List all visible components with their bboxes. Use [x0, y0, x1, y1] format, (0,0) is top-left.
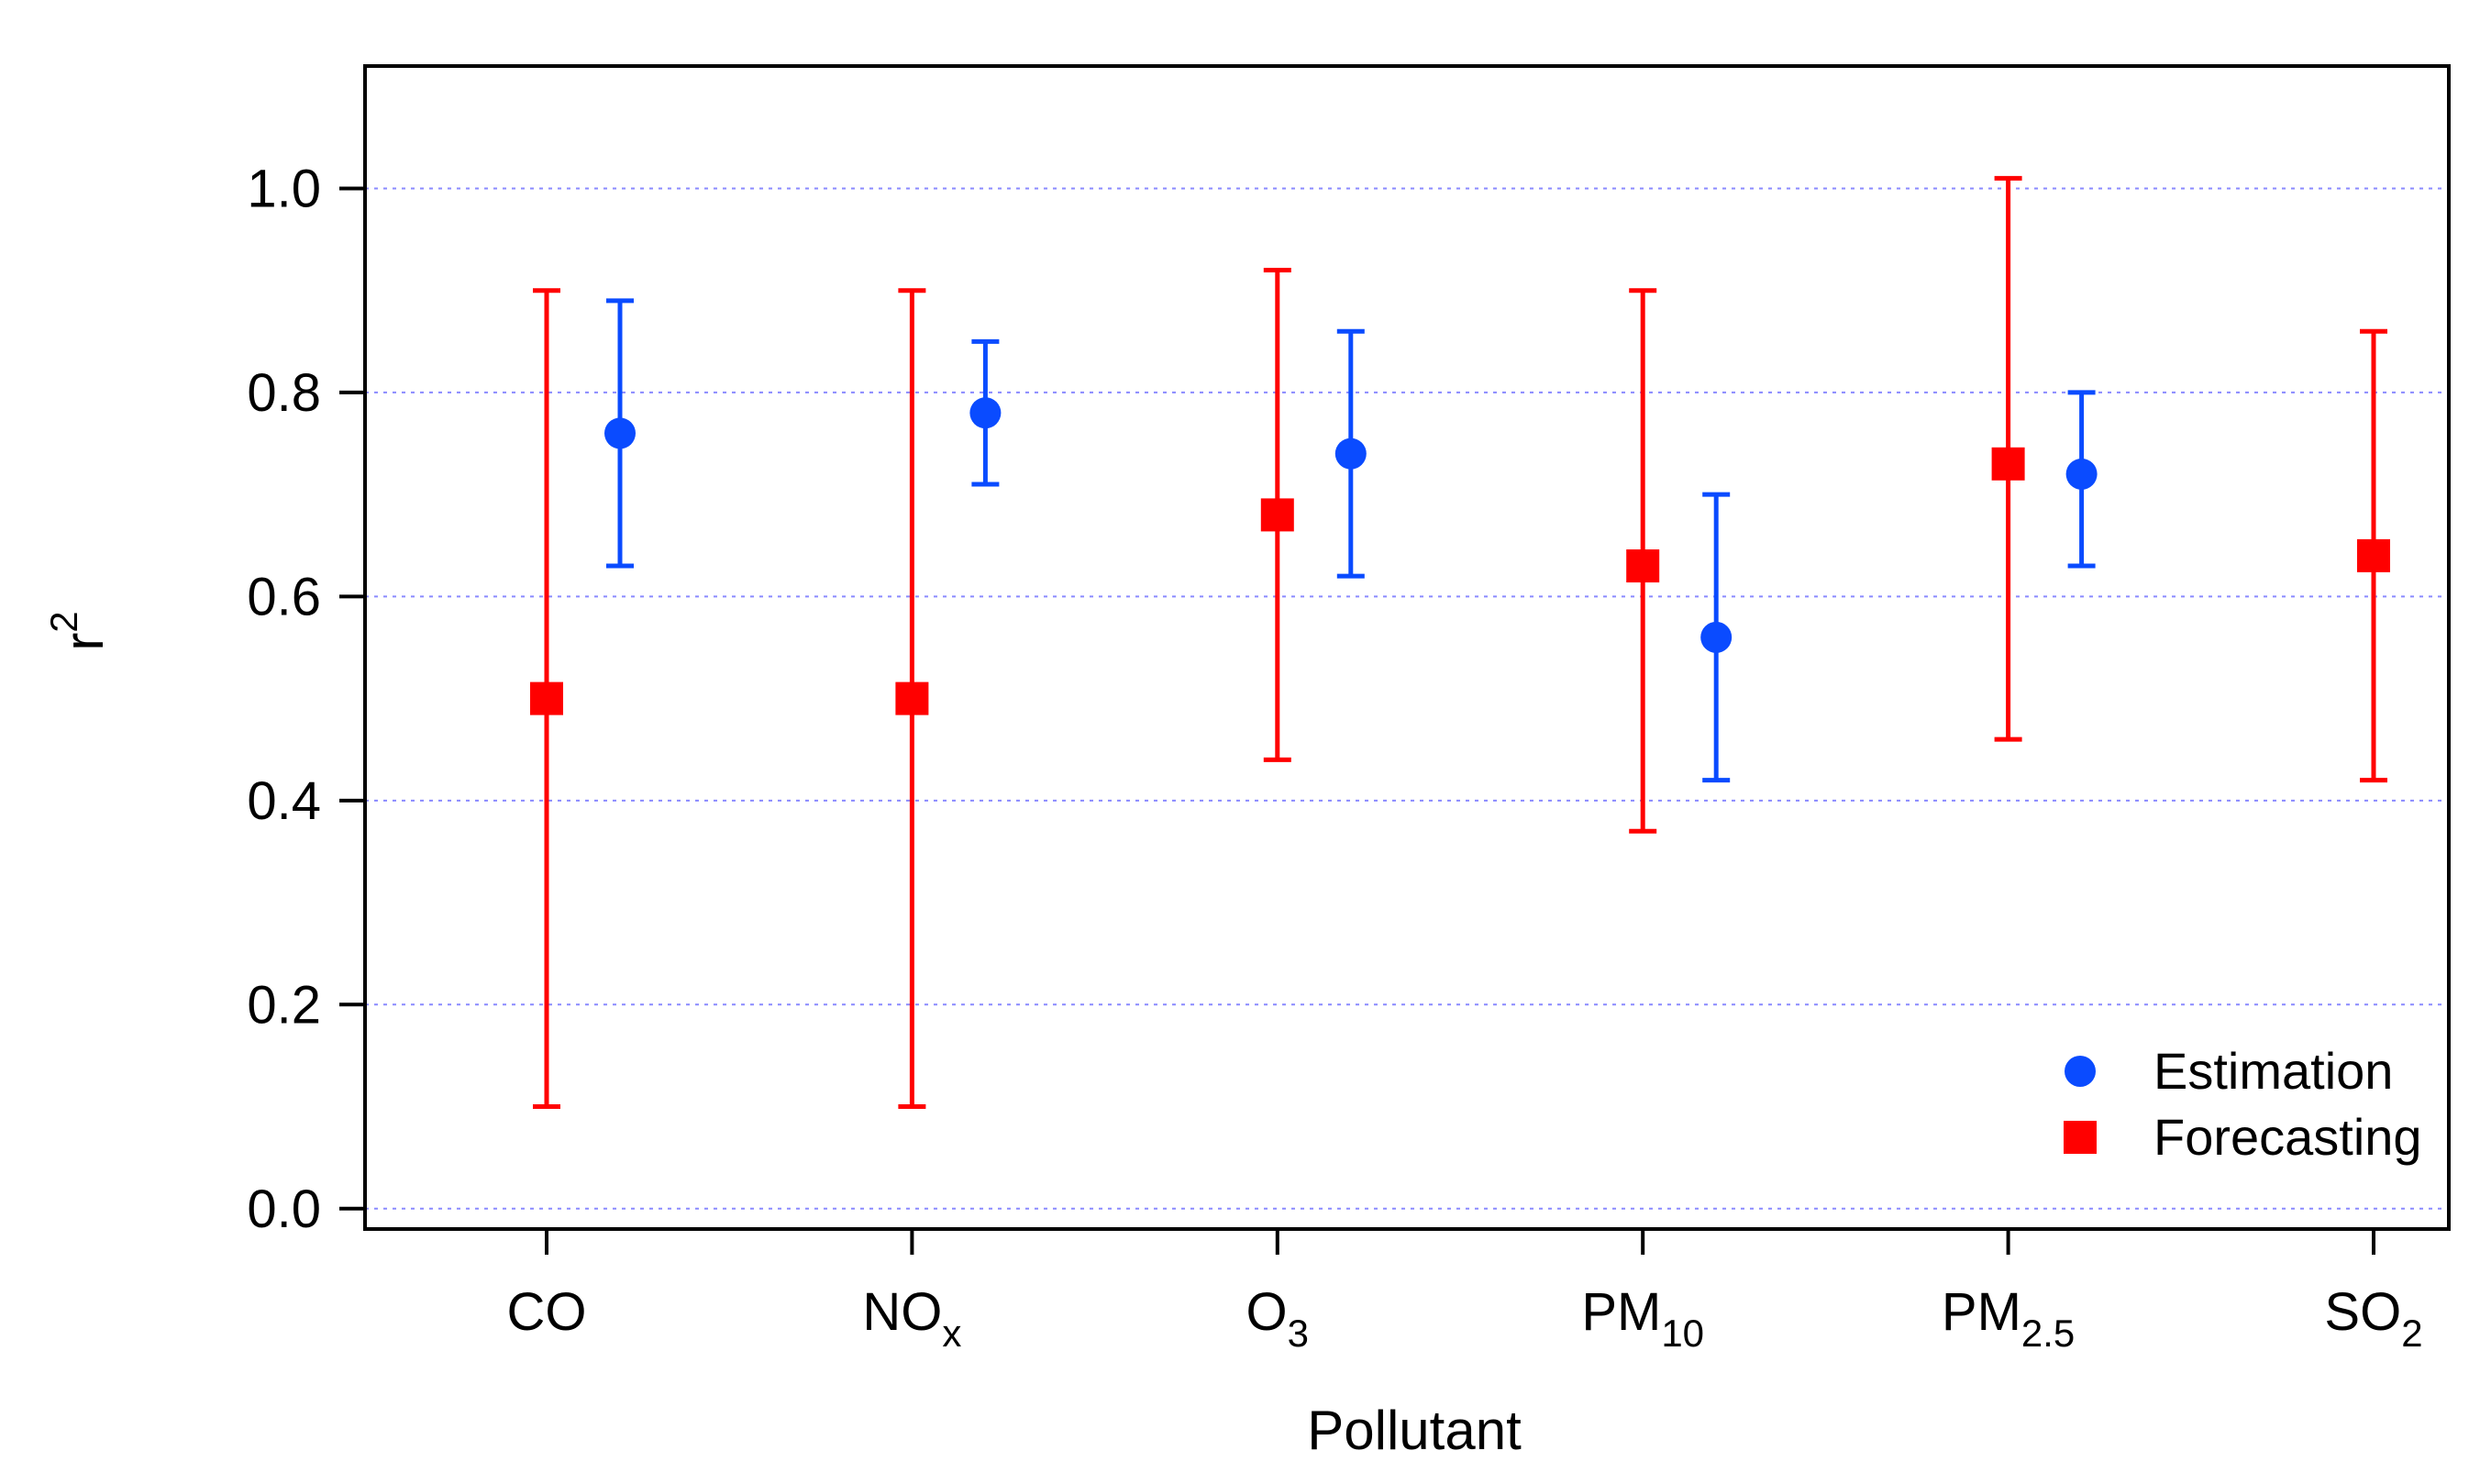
y-axis-title-base: r [53, 633, 115, 651]
data-point [530, 681, 563, 715]
y-tick-label: 0.6 [247, 567, 321, 626]
x-tick-label-base: PM [1942, 1282, 2021, 1342]
data-point [1700, 621, 1733, 653]
y-tick-label: 0.4 [247, 771, 321, 831]
x-tick-label-base: O [1246, 1282, 1288, 1342]
x-tick-label-base: NO [862, 1282, 942, 1342]
y-axis-title: r2 [42, 611, 115, 650]
data-point [969, 397, 1002, 429]
x-tick-label: PM10 [1581, 1282, 1704, 1355]
y-tick-label: 0.2 [247, 975, 321, 1035]
x-tick-label: PM2.5 [1942, 1282, 2075, 1355]
data-point [2065, 458, 2098, 490]
data-point [604, 417, 636, 449]
series-forecasting [530, 175, 2390, 1110]
x-tick-label: CO [507, 1282, 587, 1342]
y-tick-label: 0.0 [247, 1179, 321, 1239]
grid-lines [365, 187, 2449, 1210]
x-tick-label-subscript: x [942, 1312, 961, 1355]
x-tick-label-subscript: 10 [1661, 1312, 1704, 1355]
x-tick-label-subscript: 2 [2401, 1312, 2422, 1355]
series [530, 175, 2390, 1110]
y-axis-title-superscript: 2 [42, 611, 85, 632]
y-tick-label: 1.0 [247, 159, 321, 218]
x-tick-label: SO2 [2324, 1282, 2422, 1355]
y-axis: 0.0 0.2 0.4 0.6 0.8 1.0 [247, 159, 365, 1239]
x-tick-label: O3 [1246, 1282, 1309, 1355]
x-tick-label-base: PM [1581, 1282, 1661, 1342]
x-tick-label-base: CO [507, 1282, 587, 1342]
legend-label-forecasting: Forecasting [2153, 1108, 2422, 1166]
legend: Estimation Forecasting [2064, 1042, 2422, 1166]
data-point [1626, 549, 1660, 583]
x-axis: CO NOx O3 PM10 PM2.5 SO2 [507, 1229, 2423, 1355]
data-point [1334, 437, 1367, 470]
data-point [2357, 538, 2390, 572]
plot-frame [363, 64, 2451, 1231]
x-tick-label-base: SO [2324, 1282, 2401, 1342]
legend-marker-forecasting [2064, 1121, 2097, 1154]
data-point [1991, 447, 2025, 481]
data-point [1260, 498, 1294, 532]
series-estimation [604, 298, 2098, 783]
data-point [895, 681, 929, 715]
legend-label-estimation: Estimation [2153, 1042, 2393, 1100]
x-axis-title: Pollutant [1307, 1400, 1522, 1461]
y-tick-label: 0.8 [247, 363, 321, 423]
x-tick-label: NOx [862, 1282, 961, 1355]
legend-marker-estimation [2065, 1056, 2096, 1087]
x-tick-label-subscript: 3 [1288, 1312, 1309, 1355]
x-tick-label-subscript: 2.5 [2021, 1312, 2075, 1355]
